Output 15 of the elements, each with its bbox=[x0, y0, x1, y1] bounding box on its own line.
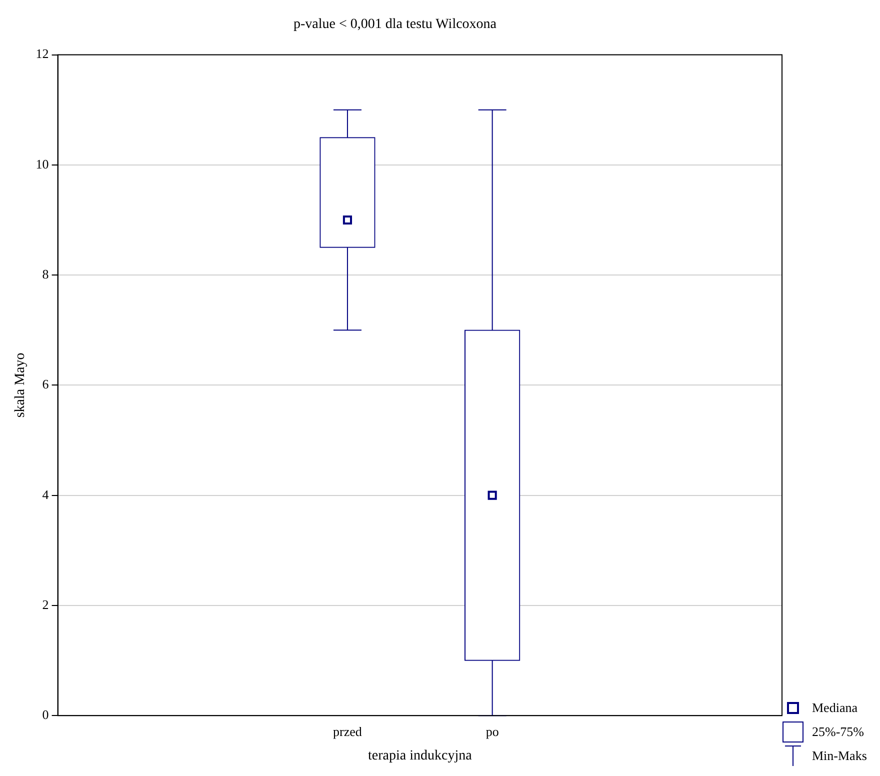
x-tick-label: po bbox=[486, 724, 499, 739]
x-tick-label: przed bbox=[333, 724, 362, 739]
y-tick-label: 12 bbox=[36, 46, 49, 62]
y-tick-label: 2 bbox=[42, 596, 49, 612]
y-tick-label: 4 bbox=[42, 486, 50, 502]
y-tick-label: 0 bbox=[42, 707, 49, 722]
y-tick-label: 10 bbox=[36, 156, 49, 172]
y-axis-title: skala Mayo bbox=[13, 352, 28, 418]
chart-title: p-value < 0,001 dla testu Wilcoxona bbox=[293, 17, 498, 32]
x-axis-title: terapia indukcyjna bbox=[368, 748, 473, 764]
text: 25%-75% bbox=[812, 724, 864, 740]
text: Min-Maks bbox=[812, 748, 867, 764]
y-tick-label: 8 bbox=[42, 266, 49, 282]
y-tick-label: 6 bbox=[42, 376, 50, 392]
text: Mediana bbox=[812, 700, 858, 716]
